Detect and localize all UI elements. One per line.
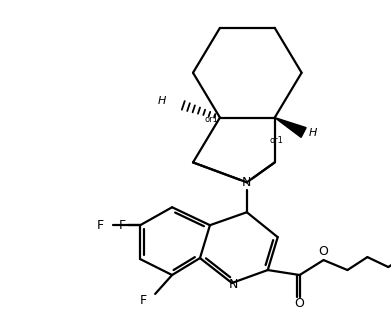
Text: H: H xyxy=(158,96,166,106)
Text: N: N xyxy=(242,176,252,189)
Text: O: O xyxy=(319,245,328,258)
Polygon shape xyxy=(275,118,306,137)
Text: or1: or1 xyxy=(205,115,219,124)
Text: or1: or1 xyxy=(270,136,283,145)
Text: F: F xyxy=(119,219,126,232)
Text: H: H xyxy=(309,128,317,138)
Text: N: N xyxy=(229,279,239,291)
Text: O: O xyxy=(295,297,305,310)
Text: F: F xyxy=(97,219,104,232)
Text: F: F xyxy=(140,295,147,307)
